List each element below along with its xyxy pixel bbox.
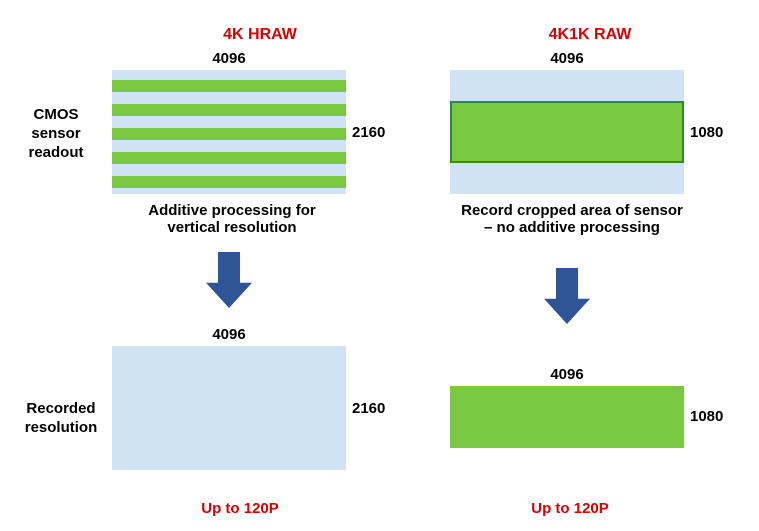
right-recorded-box [450, 386, 684, 448]
right-recorded-height-label: 1080 [690, 408, 750, 425]
right-sensor-height-label: 1080 [690, 124, 750, 141]
right-sensor-width-label: 4096 [450, 50, 684, 67]
left-sensor-stripe [112, 104, 346, 116]
right-header: 4K1K RAW [470, 26, 710, 44]
row-label-sensor: CMOSsensorreadout [16, 106, 96, 162]
left-sensor-stripe [112, 80, 346, 92]
left-footer: Up to 120P [140, 500, 340, 517]
right-arrow-down-icon [544, 268, 590, 324]
left-arrow-down-icon [206, 252, 252, 308]
left-sensor-height-label: 2160 [352, 124, 412, 141]
right-caption: Record cropped area of sensor– no additi… [444, 202, 700, 236]
right-footer: Up to 120P [470, 500, 670, 517]
left-sensor-width-label: 4096 [112, 50, 346, 67]
left-sensor-box [112, 70, 346, 194]
row-label-recorded: Recordedresolution [16, 400, 106, 438]
right-sensor-box [450, 70, 684, 194]
left-header: 4K HRAW [140, 26, 380, 44]
left-sensor-stripe [112, 152, 346, 164]
left-recorded-box [112, 346, 346, 470]
left-recorded-width-label: 4096 [112, 326, 346, 343]
left-recorded-height-label: 2160 [352, 400, 412, 417]
right-sensor-crop [450, 101, 684, 163]
left-sensor-stripe [112, 176, 346, 188]
right-recorded-width-label: 4096 [450, 366, 684, 383]
left-caption: Additive processing forvertical resoluti… [110, 202, 354, 236]
left-sensor-stripe [112, 128, 346, 140]
